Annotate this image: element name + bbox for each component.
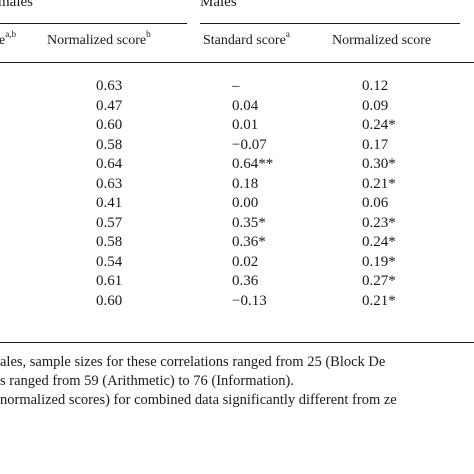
table-cell-m-norm: 0.19* — [362, 253, 396, 270]
table-cell-m-norm: 0.23* — [362, 214, 396, 231]
table-cell-m-std: 0.36* — [232, 234, 266, 250]
col-header-female-standard: ea,b — [0, 29, 16, 48]
footnote-line-3: normalized scores) for combined data sig… — [0, 392, 397, 408]
col-header-female-normalized: Normalized scoreb — [47, 29, 151, 48]
table-cell-m-std: 0.18 — [232, 175, 259, 192]
table-cell-f-norm: 0.58 — [96, 234, 123, 250]
table-cell-f-norm: 0.54 — [96, 253, 123, 270]
table-cell-m-std: 0.64** — [232, 156, 274, 172]
table-cell-f-norm: 0.64 — [96, 156, 123, 172]
table-cell-m-std: 0.35* — [232, 214, 266, 231]
table-cell-m-std: 0.36 — [232, 273, 259, 289]
group-header-males: Males — [200, 0, 237, 10]
table-cell-f-norm: 0.47 — [96, 97, 123, 114]
table-cell-m-norm: 0.12 — [362, 78, 389, 94]
col-header-male-normalized: Normalized score — [332, 33, 432, 48]
rule-header-bottom — [0, 62, 474, 63]
table-cell-f-norm: 0.63 — [96, 78, 123, 94]
table-cell-f-norm: 0.60 — [96, 292, 123, 309]
table-cell-m-std: – — [232, 78, 240, 94]
rule-table-bottom — [0, 342, 474, 343]
group-header-females: males — [0, 0, 33, 10]
table-cell-m-norm: 0.06 — [362, 195, 389, 211]
footnote-line-1: ales, sample sizes for these correlation… — [0, 354, 386, 370]
col-header-male-standard: Standard scorea — [203, 29, 290, 48]
table-cell-m-norm: 0.24* — [362, 234, 396, 250]
table-cell-m-std: −0.13 — [232, 292, 267, 309]
table-cell-m-norm: 0.17 — [362, 136, 389, 153]
table-cell-m-std: 0.04 — [232, 97, 259, 114]
table-cell-m-std: 0.02 — [232, 253, 259, 270]
rule-group-females — [0, 23, 187, 24]
table-cell-m-std: −0.07 — [232, 136, 267, 153]
table-cell-m-std: 0.01 — [232, 117, 259, 133]
table-cell-f-norm: 0.61 — [96, 273, 123, 289]
table-cell-f-norm: 0.41 — [96, 195, 123, 211]
table-cell-f-norm: 0.60 — [96, 117, 123, 133]
table-cell-m-norm: 0.24* — [362, 117, 396, 133]
table-cell-m-norm: 0.30* — [362, 156, 396, 172]
table-cell-f-norm: 0.57 — [96, 214, 123, 231]
table-cell-m-norm: 0.21* — [362, 175, 396, 192]
table-cell-m-norm: 0.09 — [362, 97, 389, 114]
footnote-line-2: s ranged from 59 (Arithmetic) to 76 (Inf… — [0, 373, 294, 389]
table-cell-f-norm: 0.58 — [96, 136, 123, 153]
table-cell-f-norm: 0.63 — [96, 175, 123, 192]
table-cell-m-norm: 0.21* — [362, 292, 396, 309]
table-cell-m-norm: 0.27* — [362, 273, 396, 289]
rule-group-males — [200, 23, 460, 24]
table-cell-m-std: 0.00 — [232, 195, 259, 211]
